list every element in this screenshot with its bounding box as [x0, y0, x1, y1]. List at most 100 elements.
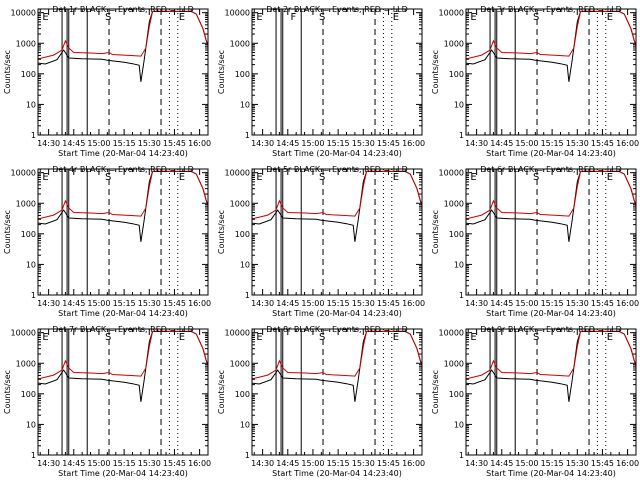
x-tick-label: 14:45: [276, 139, 299, 148]
x-tick-label: 15:30: [138, 459, 161, 468]
y-tick-label: 1000: [230, 359, 250, 368]
event-marker-label: E: [42, 172, 48, 183]
y-tick-label: 10000: [11, 169, 36, 178]
x-tick-label: 15:00: [515, 299, 538, 308]
x-tick-label: 14:30: [465, 139, 488, 148]
event-marker-label: S: [319, 172, 325, 183]
x-tick-label: 14:30: [465, 299, 488, 308]
event-marker-label: E: [607, 332, 613, 343]
x-tick-label: 14:45: [62, 299, 85, 308]
y-tick-label: 1000: [444, 39, 464, 48]
y-tick-label: 10000: [225, 169, 250, 178]
x-axis-label: Start Time (20-Mar-04 14:23:40): [58, 469, 188, 478]
x-tick-label: 15:45: [591, 139, 614, 148]
y-axis-label: Counts/sec: [3, 370, 12, 414]
series-events: [38, 10, 208, 82]
panel-title: Det 8r BLACK = Events, RED = LLD: [266, 325, 408, 334]
x-axis-label: Start Time (20-Mar-04 14:23:40): [58, 309, 188, 318]
y-tick-label: 100: [235, 70, 250, 79]
event-marker-label: S: [105, 12, 111, 23]
series-events: [466, 170, 636, 242]
x-tick-label: 15:15: [327, 299, 350, 308]
x-axis-label: Start Time (20-Mar-04 14:23:40): [272, 309, 402, 318]
x-tick-label: 14:45: [490, 299, 513, 308]
series-events: [466, 10, 636, 82]
panel-title: Det 2r BLACK = Events, RED = LLD: [266, 5, 408, 14]
y-tick-label: 1: [459, 451, 464, 460]
event-marker-label: E: [393, 172, 399, 183]
y-tick-label: 10: [454, 260, 464, 269]
x-tick-label: 14:45: [62, 459, 85, 468]
y-tick-label: 100: [449, 390, 464, 399]
event-marker-label: E: [470, 172, 476, 183]
series-events: [38, 170, 208, 242]
y-axis-label: Counts/sec: [431, 210, 440, 254]
y-tick-label: 10000: [225, 329, 250, 338]
y-tick-label: 10000: [439, 329, 464, 338]
x-tick-label: 15:30: [352, 299, 375, 308]
panel-title: Det 7r BLACK = Events, RED = LLD: [52, 325, 194, 334]
y-tick-label: 100: [449, 230, 464, 239]
x-tick-label: 15:45: [163, 299, 186, 308]
x-tick-label: 15:30: [566, 299, 589, 308]
y-tick-label: 10000: [11, 329, 36, 338]
x-tick-label: 15:15: [327, 139, 350, 148]
y-tick-label: 1000: [16, 359, 36, 368]
series-lld: [466, 10, 636, 62]
panel-title: Det 6r BLACK = Events, RED = LLD: [480, 165, 622, 174]
x-tick-label: 14:30: [251, 299, 274, 308]
x-tick-label: 15:45: [377, 299, 400, 308]
plot-frame: [37, 168, 209, 296]
y-tick-label: 1000: [444, 199, 464, 208]
y-tick-label: 10000: [11, 9, 36, 18]
series-lld: [466, 330, 636, 382]
event-marker-label: E: [607, 172, 613, 183]
event-marker-label: E: [179, 172, 185, 183]
x-tick-label: 15:30: [138, 299, 161, 308]
x-tick-label: 15:30: [138, 139, 161, 148]
y-axis-label: Counts/sec: [217, 370, 226, 414]
y-tick-label: 1: [459, 131, 464, 140]
y-tick-label: 1000: [16, 39, 36, 48]
panel-title: Det 4r BLACK = Events, RED = LLD: [52, 165, 194, 174]
event-marker-label: E: [256, 332, 262, 343]
x-axis-label: Start Time (20-Mar-04 14:23:40): [486, 309, 616, 318]
x-tick-label: 15:45: [163, 459, 186, 468]
y-tick-label: 10: [26, 100, 36, 109]
x-tick-label: 16:00: [616, 459, 639, 468]
panel-title: Det 5r BLACK = Events, RED = LLD: [266, 165, 408, 174]
y-axis-label: Counts/sec: [3, 50, 12, 94]
x-tick-label: 16:00: [616, 299, 639, 308]
x-tick-label: 15:00: [301, 299, 324, 308]
event-marker-label: E: [256, 12, 262, 23]
y-tick-label: 1000: [444, 359, 464, 368]
x-tick-label: 14:45: [276, 459, 299, 468]
event-marker-label: E: [470, 12, 476, 23]
x-tick-label: 15:45: [591, 459, 614, 468]
event-marker-label: E: [179, 12, 185, 23]
y-tick-label: 1: [245, 131, 250, 140]
series-lld: [38, 10, 208, 62]
x-tick-label: 14:30: [465, 459, 488, 468]
x-tick-label: 15:00: [87, 139, 110, 148]
y-tick-label: 100: [21, 390, 36, 399]
y-tick-label: 100: [21, 70, 36, 79]
x-tick-label: 14:45: [276, 299, 299, 308]
x-tick-label: 15:45: [591, 299, 614, 308]
x-tick-label: 15:00: [87, 459, 110, 468]
plot-frame: [465, 328, 637, 456]
event-marker-label: S: [105, 172, 111, 183]
event-marker-label: S: [319, 332, 325, 343]
x-tick-label: 15:15: [541, 299, 564, 308]
x-tick-label: 14:45: [62, 139, 85, 148]
y-axis-label: Counts/sec: [217, 50, 226, 94]
event-marker-label: E: [42, 12, 48, 23]
y-tick-label: 10: [454, 100, 464, 109]
x-axis-label: Start Time (20-Mar-04 14:23:40): [58, 149, 188, 158]
series-events: [252, 330, 422, 402]
series-lld: [466, 170, 636, 222]
y-tick-label: 10: [240, 260, 250, 269]
